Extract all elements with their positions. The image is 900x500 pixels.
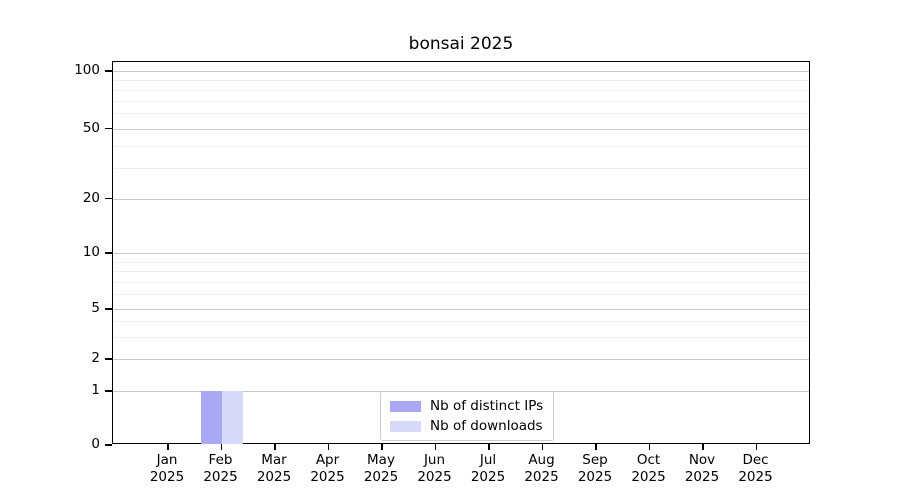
x-tick-label: Jun 2025 (417, 452, 452, 485)
y-gridline-minor (113, 321, 809, 323)
x-tick-label: Nov 2025 (684, 452, 720, 485)
y-gridline-minor (113, 294, 809, 296)
x-tick-mark (167, 443, 169, 450)
y-gridline-major (113, 198, 809, 200)
y-tick-mark (105, 444, 112, 446)
x-tick-label: Sep 2025 (577, 452, 613, 485)
legend-swatch-distinct-ips-icon (390, 400, 421, 412)
y-tick-label: 2 (91, 350, 100, 366)
x-tick-mark (274, 443, 276, 450)
y-tick-mark (105, 390, 112, 392)
legend-entry-downloads: Nb of downloads (390, 418, 543, 434)
y-tick-label: 20 (82, 189, 100, 206)
y-gridline-major (113, 309, 809, 310)
y-gridline-minor (113, 336, 809, 338)
y-tick-mark (105, 308, 112, 310)
y-tick-mark (105, 197, 112, 200)
x-tick-label: May 2025 (363, 452, 399, 485)
x-tick-mark (755, 443, 758, 450)
x-tick-mark (220, 443, 223, 450)
y-gridline-major (113, 71, 809, 72)
x-tick-mark (327, 443, 330, 450)
y-gridline-minor (113, 271, 809, 272)
x-tick-mark (381, 443, 383, 450)
y-gridline-minor (113, 167, 809, 169)
x-tick-mark (648, 443, 651, 450)
legend: Nb of distinct IPs Nb of downloads (380, 391, 555, 441)
y-gridline-major (113, 128, 809, 130)
y-tick-label: 5 (91, 300, 100, 316)
legend-swatch-downloads-icon (390, 420, 421, 432)
x-tick-label: Oct 2025 (631, 452, 666, 485)
y-tick-label: 1 (91, 382, 100, 398)
x-tick-label: Feb 2025 (203, 452, 238, 485)
y-tick-mark (105, 358, 112, 360)
x-tick-mark (595, 443, 597, 450)
x-tick-label: Aug 2025 (524, 452, 559, 485)
legend-label-distinct-ips: Nb of distinct IPs (430, 398, 544, 414)
y-tick-mark (105, 252, 112, 254)
x-tick-label: Jul 2025 (470, 452, 506, 485)
y-tick-mark (105, 127, 112, 130)
plot-area (105, 61, 810, 450)
x-tick-label: Mar 2025 (256, 452, 292, 485)
y-gridline-minor (113, 89, 809, 91)
y-gridline-major (113, 359, 809, 360)
y-tick-label: 100 (74, 62, 100, 78)
x-tick-mark (541, 443, 544, 450)
bar-distinct-ips (200, 391, 222, 444)
y-gridline-minor (113, 261, 809, 263)
bar-downloads (221, 391, 243, 444)
y-gridline-minor (113, 113, 809, 115)
y-gridline-minor (113, 100, 809, 102)
x-tick-label: Dec 2025 (738, 452, 773, 485)
x-tick-label: Apr 2025 (310, 452, 345, 485)
y-gridline-minor (113, 281, 809, 283)
y-gridline-minor (113, 145, 809, 147)
y-gridline-major (113, 253, 809, 254)
y-tick-label: 0 (91, 436, 100, 452)
x-tick-mark (488, 443, 490, 450)
x-tick-mark (434, 443, 437, 450)
y-gridline-minor (113, 79, 809, 81)
x-tick-mark (702, 443, 704, 450)
x-tick-label: Jan 2025 (149, 452, 185, 485)
y-tick-label: 10 (82, 244, 100, 260)
chart-title: bonsai 2025 (408, 34, 514, 54)
legend-label-downloads: Nb of downloads (430, 418, 543, 434)
y-tick-mark (105, 70, 112, 72)
legend-entry-distinct-ips: Nb of distinct IPs (390, 398, 543, 414)
y-tick-label: 50 (82, 119, 100, 136)
